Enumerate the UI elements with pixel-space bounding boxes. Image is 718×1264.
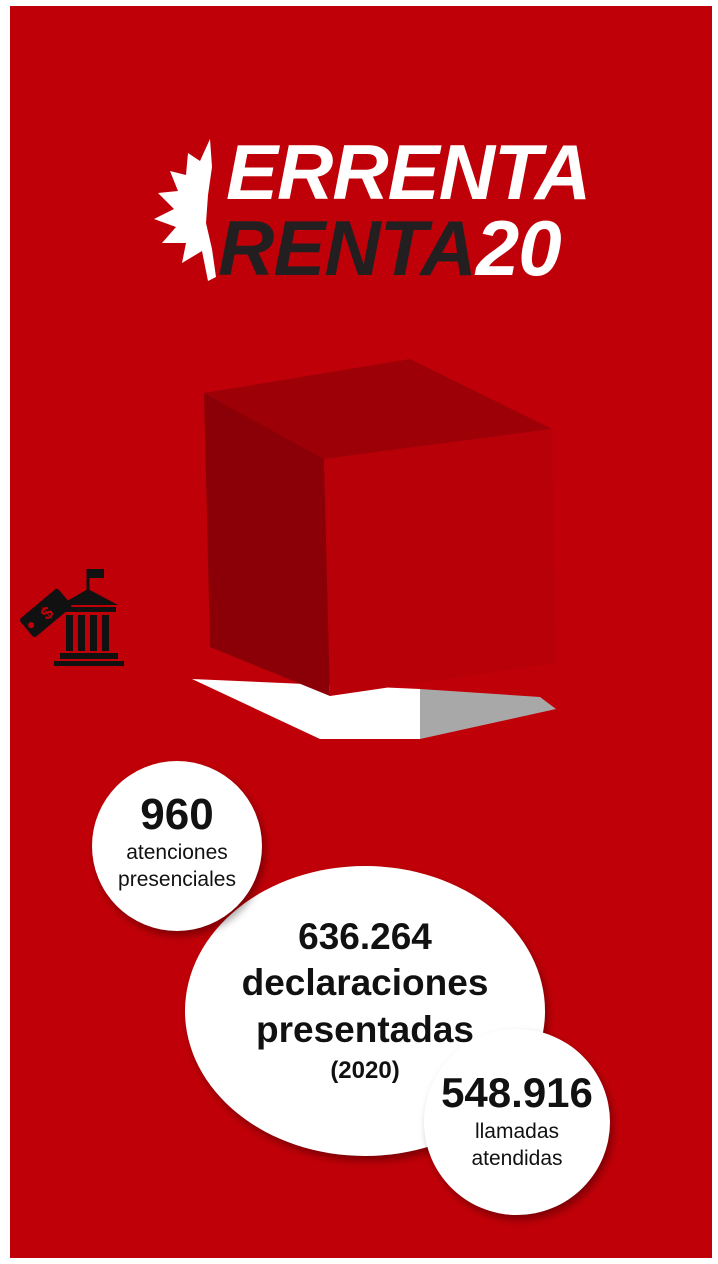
- stat-visits-label-2: presenciales: [118, 868, 236, 891]
- stat-calls-label-1: llamadas: [474, 1119, 560, 1143]
- errenta-logo: ERRENTA RENTA20: [148, 131, 608, 301]
- stat-declarations-label-2: presentadas: [256, 1008, 474, 1050]
- stat-visits-circle: 960 atenciones presenciales: [92, 761, 262, 931]
- stat-visits-label-1: atenciones: [126, 840, 228, 864]
- leaf-icon: [154, 139, 216, 281]
- bank-tax-tag-icon: $: [20, 569, 124, 666]
- stat-calls-circle: 548.916 llamadas atendidas: [424, 1029, 610, 1215]
- logo-text-renta: RENTA: [218, 204, 477, 292]
- logo-text-year: 20: [475, 204, 562, 292]
- stat-calls-label-2: atendidas: [471, 1147, 563, 1170]
- stat-declarations-label-1: declaraciones: [241, 962, 489, 1004]
- ballot-box-icon: [192, 359, 556, 739]
- infographic-panel: ERRENTA RENTA20 $ 636.264 declaraciones …: [10, 6, 712, 1258]
- logo-text-errenta: ERRENTA: [226, 128, 591, 216]
- stat-visits-number: 960: [140, 789, 214, 839]
- stat-declarations-year: (2020): [330, 1056, 400, 1084]
- stat-declarations-number: 636.264: [298, 916, 432, 958]
- stat-calls-number: 548.916: [441, 1068, 593, 1116]
- logo-text-renta20: RENTA20: [218, 209, 562, 287]
